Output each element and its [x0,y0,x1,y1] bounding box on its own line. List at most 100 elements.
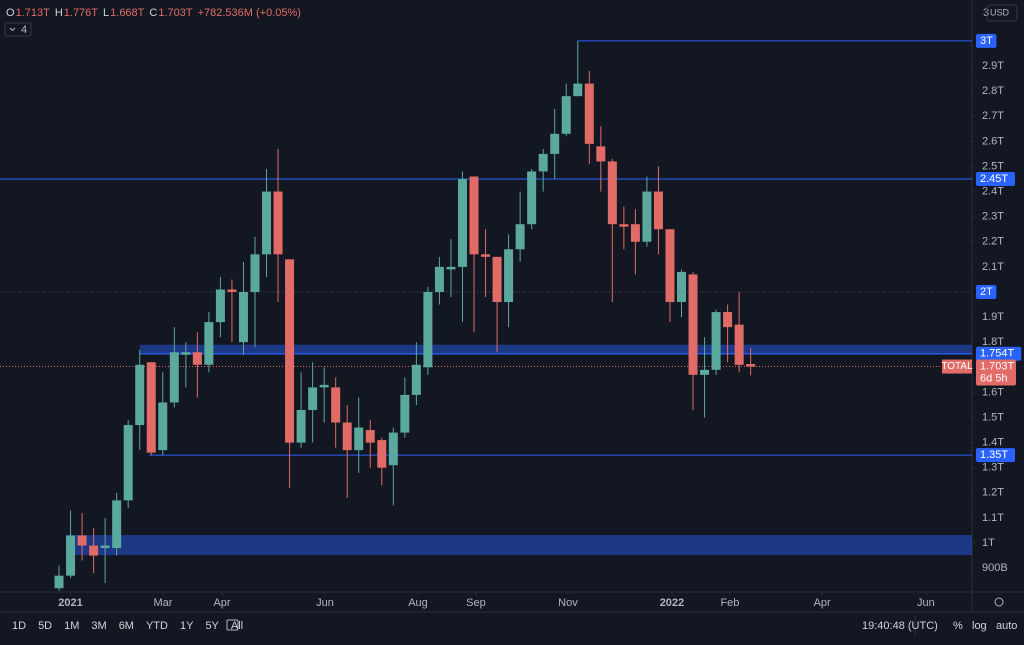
ohlc-key: H [55,7,63,19]
candle-body [711,312,721,370]
x-tick-label: 2022 [660,597,684,609]
candle-body [665,229,675,303]
y-tick-label: 2.5T [982,160,1004,172]
clock: 19:40:48 (UTC) [862,620,938,632]
candle-body [296,409,306,443]
candle-body [146,362,156,453]
candle-body [227,289,237,292]
indicator-toggle[interactable] [4,22,32,37]
y-tick-label: 2.2T [982,236,1004,248]
x-tick-label: Aug [408,597,428,609]
range-button[interactable]: 1Y [180,620,194,632]
candle-body [238,291,248,343]
x-tick-label: Sep [466,597,486,609]
x-tick-label: Nov [558,597,578,609]
y-tick-label: 1.5T [982,411,1004,423]
candle-body [434,266,444,292]
scale-option[interactable]: log [972,620,987,632]
candle-body [169,352,179,403]
y-tick-label: 900B [982,562,1008,574]
candle-body [504,249,514,303]
date-range-icon[interactable] [226,619,239,631]
candle-body [308,387,318,410]
level-tag-label: 1.754T [980,348,1015,360]
range-button[interactable]: 1D [12,620,26,632]
ohlc-key: O [6,7,15,19]
zone [139,344,972,355]
y-tick-label: 2.7T [982,110,1004,122]
range-button[interactable]: 3M [91,620,106,632]
level-tag-label: 2T [980,286,993,298]
countdown: 6d 5h [980,372,1008,384]
y-tick-label: 2.9T [982,60,1004,72]
x-tick-label: 2021 [58,597,82,609]
y-tick-label: 1.1T [982,512,1004,524]
y-tick-label: 1.6T [982,386,1004,398]
candle-body [377,440,387,468]
candle-body [354,427,364,451]
candle-body [365,430,375,443]
range-button[interactable]: 5D [38,620,52,632]
scale-top-label: 3 [983,7,989,19]
indicator-count: 4 [21,24,27,36]
zone [65,535,972,556]
x-tick-label: Apr [213,597,230,609]
candle-body [481,254,491,257]
candle-body [527,171,537,225]
candle-body [630,224,640,242]
candle-body [400,394,410,433]
ohlc-key: C [149,7,157,19]
range-button[interactable]: 5Y [205,620,219,632]
range-button[interactable]: 6M [119,620,134,632]
candle-body [642,191,652,242]
candle-body [596,146,606,162]
scale-option[interactable]: auto [996,620,1017,632]
level-tag [976,33,997,48]
toggle-chevron [9,27,16,32]
candle-body [538,153,548,172]
candle-body [285,259,295,443]
candle-body [204,322,214,365]
candle-body [89,545,99,556]
candle-body [653,191,663,230]
series-name: TOTAL [941,361,973,372]
candle-body [331,387,341,423]
range-button[interactable]: YTD [146,620,168,632]
candle-body [469,176,479,255]
y-tick-label: 1.9T [982,311,1004,323]
currency-button[interactable] [986,4,1018,22]
scale-option[interactable]: % [953,620,963,632]
y-tick-label: 2.8T [982,85,1004,97]
candle-body [561,96,571,134]
candle-body [342,422,352,451]
ohlc-value: 1.776T [64,7,99,19]
candle-body [550,133,560,154]
candle-body [66,535,76,576]
candle-body [112,500,122,549]
candle-body [723,312,733,328]
range-button[interactable]: All [231,620,243,632]
y-tick-label: 1.4T [982,437,1004,449]
candle-body [446,266,456,270]
settings-icon[interactable] [994,597,1004,607]
candle-body [515,224,525,250]
level-tag-label: 3T [980,35,993,47]
candle-body [54,575,64,589]
range-button[interactable]: 1M [64,620,79,632]
ohlc-value: 1.668T [110,7,145,19]
level-tag [976,172,1015,187]
currency: USD [990,7,1010,17]
candle-body [262,191,272,255]
candle-body [688,274,698,375]
level-tag-label: 2.45T [980,173,1008,185]
ohlc-value: 1.703T [158,7,193,19]
candle-body [273,191,283,255]
level-tag [976,448,1015,463]
ohlc-key: L [103,7,109,19]
candle-body [677,271,687,303]
y-tick-label: 1.8T [982,336,1004,348]
y-tick-label: 2.1T [982,261,1004,273]
y-tick-label: 2.6T [982,135,1004,147]
series-tag [942,359,972,374]
